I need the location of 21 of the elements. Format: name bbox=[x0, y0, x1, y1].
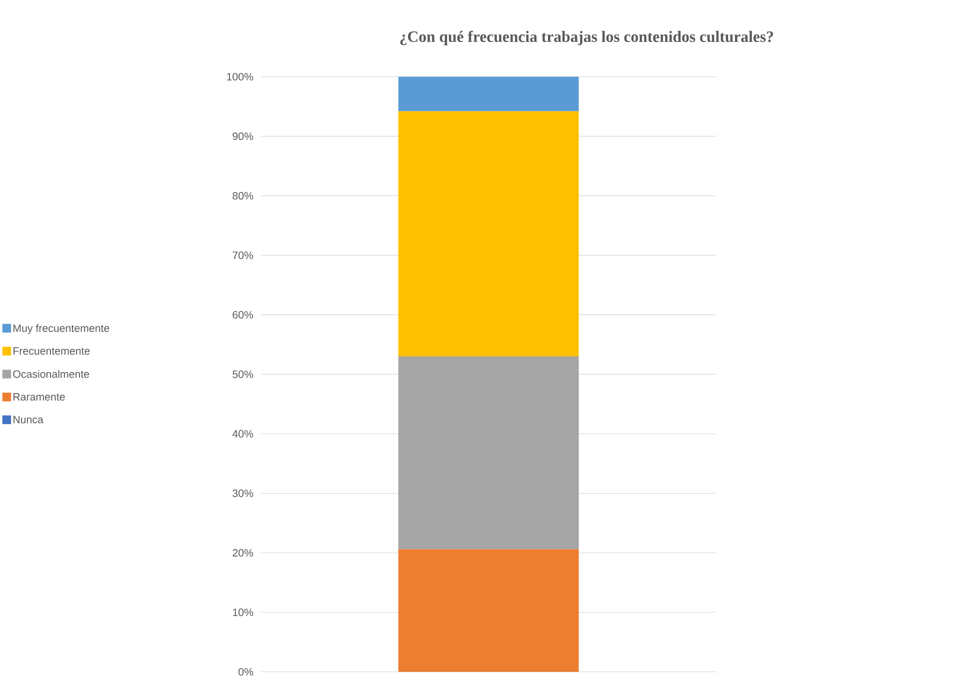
bar bbox=[398, 76, 579, 112]
legend-label: Raramente bbox=[14, 393, 65, 401]
legend-label: Ocasionalmente bbox=[13, 370, 90, 378]
y-tick-label: 0% bbox=[238, 668, 254, 676]
y-tick-label: 80% bbox=[232, 192, 254, 200]
legend-label: Nunca bbox=[14, 416, 44, 424]
y-tick-label: 100% bbox=[227, 72, 254, 80]
bar bbox=[398, 356, 579, 550]
y-tick-label: 50% bbox=[232, 370, 254, 378]
legend-label: Muy frecuentemente bbox=[14, 324, 110, 334]
legend-label: Frecuentemente bbox=[14, 347, 90, 355]
y-tick-label: 30% bbox=[232, 490, 254, 498]
y-tick-label: 60% bbox=[232, 311, 254, 319]
chart-title: ¿Con qué frecuencia trabajas los contenidos culturales? bbox=[400, 30, 774, 46]
y-tick-label: 40% bbox=[232, 430, 254, 438]
y-tick-label: 10% bbox=[233, 608, 254, 616]
y-tick-label: 90% bbox=[232, 132, 254, 140]
y-tick-label: 20% bbox=[232, 549, 254, 557]
bar bbox=[398, 111, 579, 356]
bar bbox=[398, 549, 579, 672]
y-tick-label: 70% bbox=[232, 251, 254, 260]
